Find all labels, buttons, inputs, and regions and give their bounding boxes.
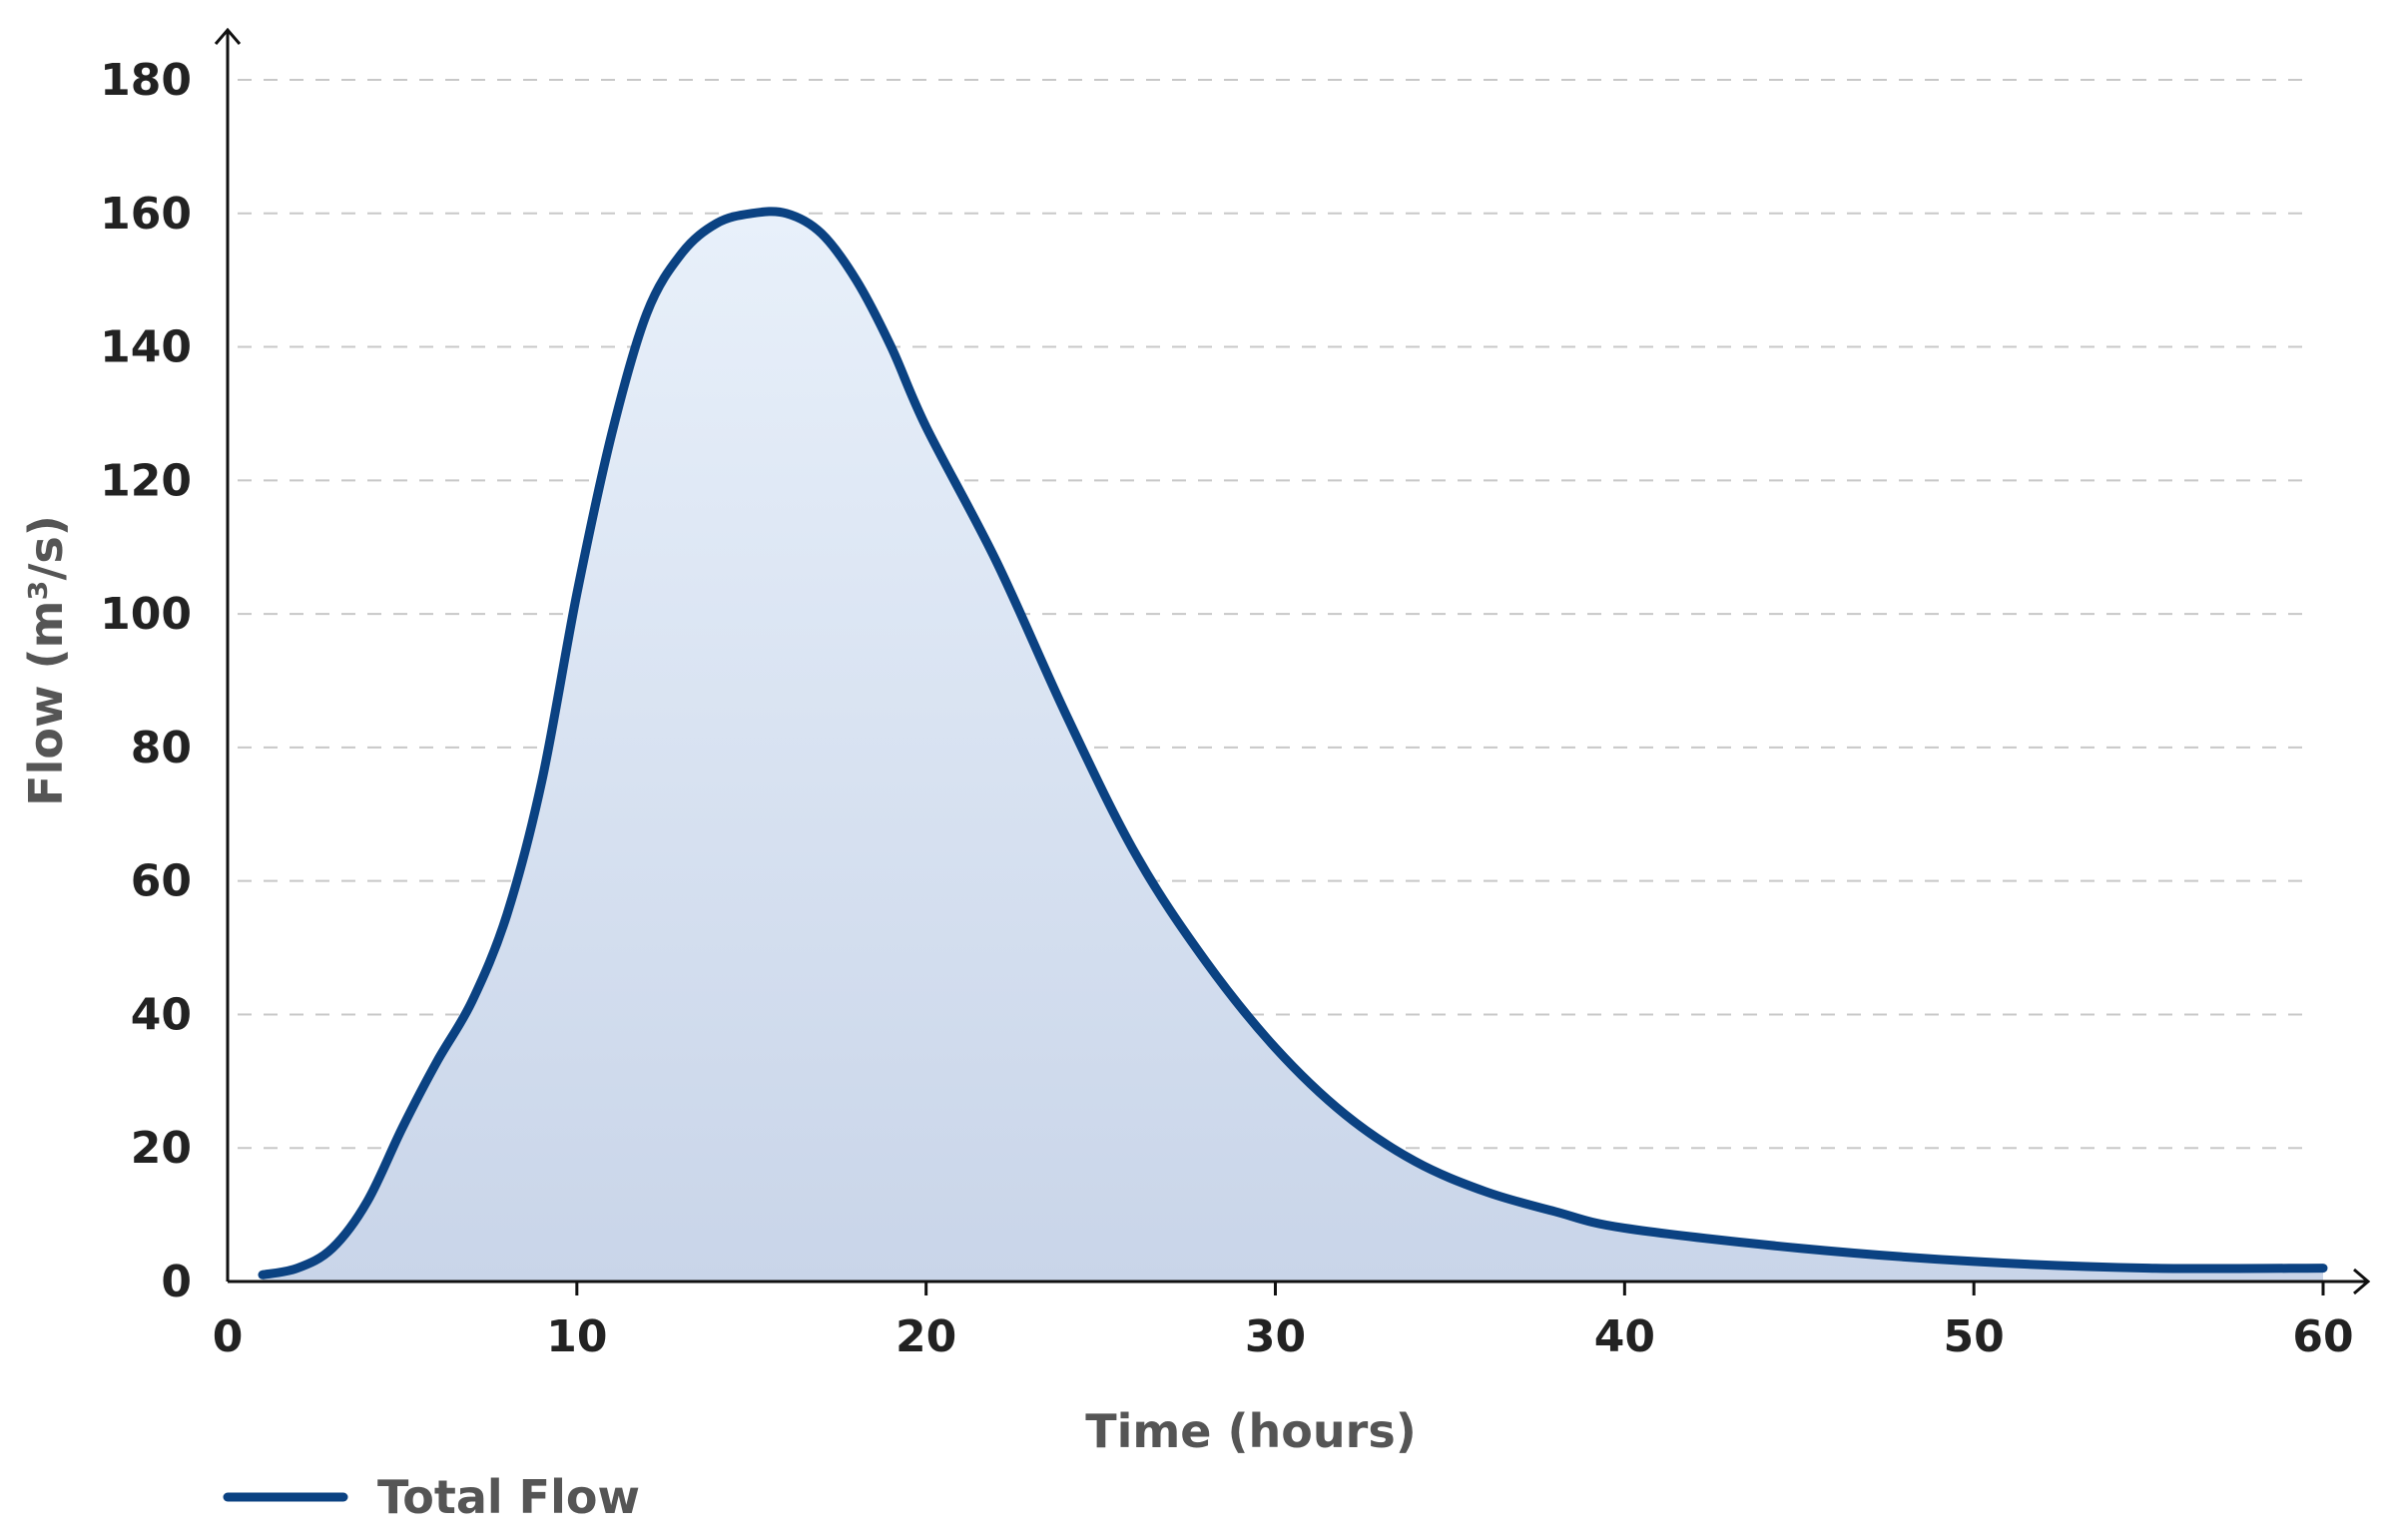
y-axis-title: Flow (m³/s) bbox=[19, 515, 73, 806]
total-flow-area bbox=[263, 211, 2323, 1282]
x-tick-label-60: 60 bbox=[2292, 1311, 2353, 1362]
x-tick-label-30: 30 bbox=[1245, 1311, 1306, 1362]
y-tick-label-40: 40 bbox=[131, 989, 192, 1040]
y-tick-label-60: 60 bbox=[131, 856, 192, 907]
legend: Total Flow bbox=[223, 1470, 640, 1524]
x-tick-label-40: 40 bbox=[1594, 1311, 1655, 1362]
x-axis-title: Time (hours) bbox=[1085, 1404, 1417, 1458]
y-axis-arrow bbox=[214, 27, 242, 45]
axes bbox=[214, 27, 2371, 1295]
legend-label-total-flow: Total Flow bbox=[377, 1470, 640, 1524]
x-tick-label-50: 50 bbox=[1944, 1311, 2005, 1362]
y-tick-label-140: 140 bbox=[100, 322, 192, 373]
y-tick-label-120: 120 bbox=[100, 455, 192, 506]
x-tick-label-0: 0 bbox=[213, 1311, 244, 1362]
area-fill-layer bbox=[263, 211, 2323, 1282]
y-tick-label-160: 160 bbox=[100, 189, 192, 240]
y-tick-label-100: 100 bbox=[100, 589, 192, 640]
y-tick-label-0: 0 bbox=[161, 1257, 192, 1307]
y-tick-label-180: 180 bbox=[100, 55, 192, 106]
total-flow-line bbox=[258, 207, 2328, 1280]
x-axis-arrow bbox=[2353, 1268, 2371, 1295]
x-tick-label-20: 20 bbox=[896, 1311, 956, 1362]
y-tick-label-20: 20 bbox=[131, 1123, 192, 1174]
y-tick-label-80: 80 bbox=[131, 723, 192, 773]
series-line-layer bbox=[258, 207, 2328, 1280]
tick-labels: 0 20 40 60 80 100 120 140 160 180 0 10 20 30 40 50 60 bbox=[100, 55, 2353, 1362]
x-tick-label-10: 10 bbox=[546, 1311, 607, 1362]
